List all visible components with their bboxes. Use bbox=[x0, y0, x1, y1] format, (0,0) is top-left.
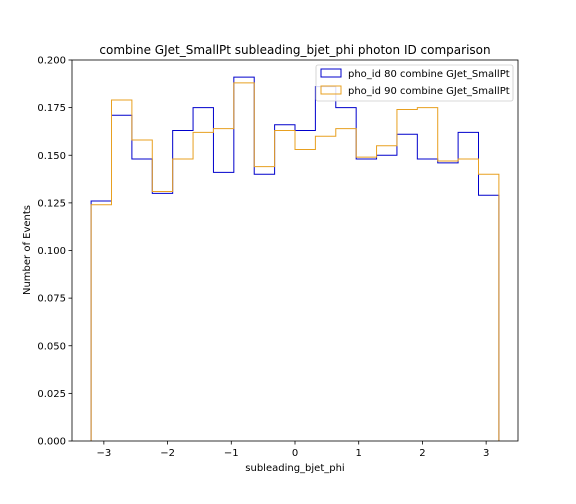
y-tick-label: 0.025 bbox=[37, 389, 66, 400]
legend-swatch-pho-id-90 bbox=[320, 85, 342, 95]
y-tick-label: 0.075 bbox=[37, 294, 66, 305]
x-tick-label: −1 bbox=[224, 448, 239, 459]
x-tick-label: −2 bbox=[160, 448, 175, 459]
y-tick-label: 0.000 bbox=[37, 437, 66, 448]
y-tick-label: 0.100 bbox=[37, 246, 66, 257]
x-tick-label: −3 bbox=[96, 448, 111, 459]
plot-area bbox=[90, 76, 500, 441]
legend-label-pho-id-90: pho_id 90 combine GJet_SmallPt bbox=[348, 86, 510, 97]
y-tick-label: 0.175 bbox=[37, 103, 66, 114]
y-tick-label: 0.050 bbox=[37, 341, 66, 352]
x-tick-label: 0 bbox=[292, 448, 298, 459]
y-axis: 0.000 0.025 0.050 0.075 0.100 0.125 0.150 0.175… bbox=[37, 56, 72, 448]
y-tick-label: 0.200 bbox=[37, 56, 66, 67]
legend-box bbox=[315, 64, 514, 102]
legend: pho_id 80 combine GJet_SmallPt pho_id 90… bbox=[315, 64, 514, 102]
y-tick-label: 0.125 bbox=[37, 198, 66, 209]
y-axis-label: Number of Events bbox=[22, 205, 33, 295]
x-tick-label: 1 bbox=[356, 448, 362, 459]
series-line-1 bbox=[90, 82, 500, 441]
legend-swatch-pho-id-80 bbox=[320, 68, 342, 78]
y-tick-label: 0.150 bbox=[37, 151, 66, 162]
chart-title: combine GJet_SmallPt subleading_bjet_phi… bbox=[99, 43, 490, 57]
x-tick-label: 2 bbox=[419, 448, 425, 459]
x-axis-label: subleading_bjet_phi bbox=[245, 463, 344, 474]
x-tick-label: 3 bbox=[483, 448, 489, 459]
axes-frame bbox=[71, 59, 519, 442]
x-axis: −3 −2 −1 0 1 2 3 bbox=[96, 441, 489, 459]
legend-label-pho-id-80: pho_id 80 combine GJet_SmallPt bbox=[348, 69, 510, 80]
